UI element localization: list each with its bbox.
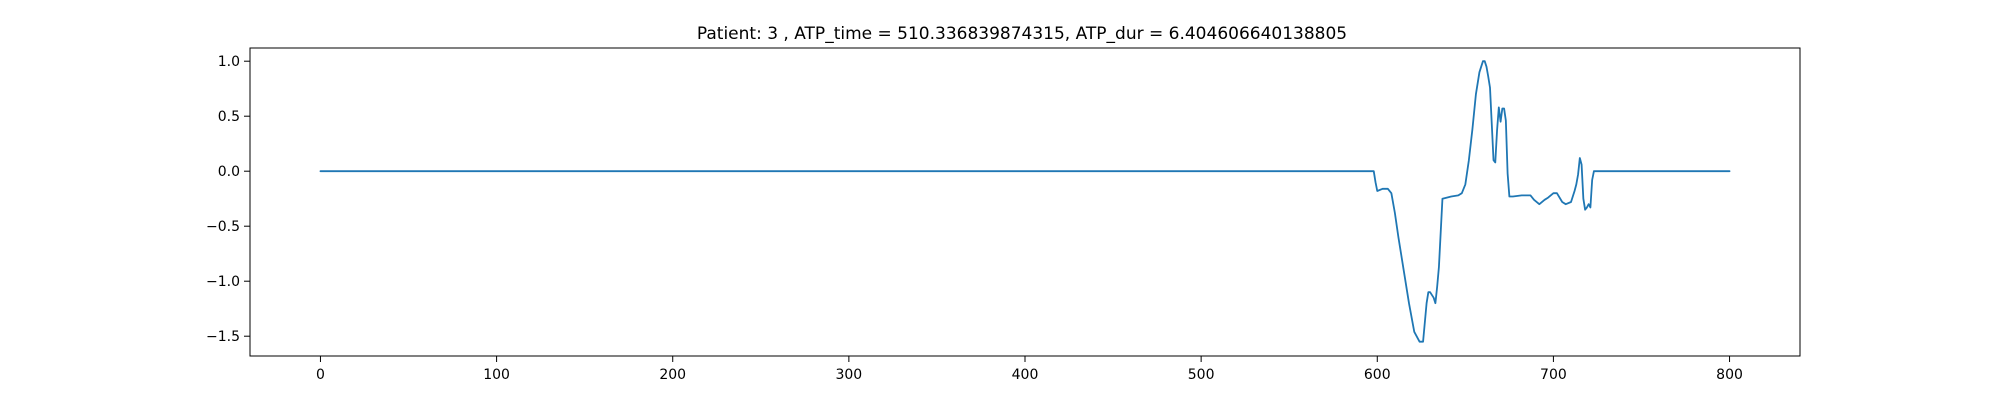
series-layer (319, 60, 1731, 343)
y-axis: 1.0 0.5 0.0 −0.5 −1.0 −1.5 (206, 54, 250, 345)
y-tick-label: −1.5 (206, 329, 240, 345)
x-tick-label: 400 (1012, 367, 1039, 383)
x-tick-label: 800 (1716, 367, 1743, 383)
x-tick-label: 600 (1364, 367, 1391, 383)
chart-title: Patient: 3 , ATP_time = 510.336839874315… (697, 24, 1347, 44)
y-tick-label: 1.0 (218, 54, 240, 70)
y-tick-label: −0.5 (206, 219, 240, 235)
x-axis: 0 100 200 300 400 500 600 700 800 (316, 356, 1743, 383)
y-tick-label: 0.5 (218, 109, 240, 125)
y-tick-label: −1.0 (206, 274, 240, 290)
x-tick-label: 200 (659, 367, 686, 383)
y-tick-label: 0.0 (218, 164, 240, 180)
series-line (319, 60, 1731, 343)
x-tick-label: 100 (483, 367, 510, 383)
x-tick-label: 500 (1188, 367, 1215, 383)
x-tick-label: 300 (835, 367, 862, 383)
axes-frame (249, 47, 1801, 357)
x-tick-label: 0 (316, 367, 325, 383)
x-tick-label: 700 (1540, 367, 1567, 383)
